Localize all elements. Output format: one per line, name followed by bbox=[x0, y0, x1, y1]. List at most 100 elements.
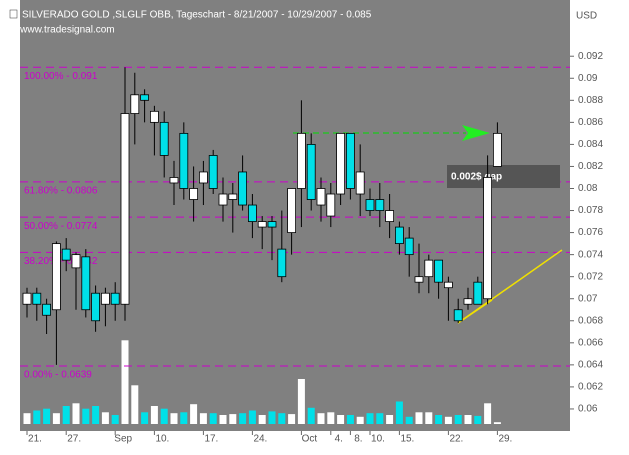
volume-bar bbox=[288, 414, 296, 424]
annotation-box bbox=[447, 165, 560, 188]
y-tick-label: 0.066 bbox=[578, 337, 603, 348]
y-tick-label: 0.074 bbox=[578, 249, 603, 260]
chart-icon bbox=[9, 9, 18, 19]
candle-body bbox=[42, 303, 51, 316]
candle-body bbox=[306, 144, 316, 200]
x-tick-label: 10. bbox=[155, 434, 169, 445]
chart-title: SILVERADO GOLD ,SLGLF OBB, Tageschart - … bbox=[22, 10, 372, 21]
volume-bar bbox=[52, 413, 60, 424]
candle-body bbox=[473, 281, 483, 305]
x-tick-label: Oct bbox=[302, 434, 318, 445]
volume-bar bbox=[190, 404, 198, 424]
y-tick-label: 0.082 bbox=[578, 161, 603, 172]
candle-body bbox=[257, 221, 267, 228]
volume-bar bbox=[268, 411, 276, 424]
volume-bar bbox=[366, 413, 374, 424]
candle-body bbox=[287, 188, 297, 233]
volume-bar bbox=[415, 412, 423, 424]
candle-body bbox=[414, 276, 424, 283]
candle-body bbox=[316, 188, 326, 206]
volume-bar bbox=[327, 412, 335, 424]
trend-line bbox=[457, 299, 493, 324]
volume-bar bbox=[464, 415, 472, 424]
candle-body bbox=[247, 204, 257, 222]
y-tick-label: 0.072 bbox=[578, 271, 603, 282]
volume-bar bbox=[239, 413, 247, 424]
y-tick-label: 0.088 bbox=[578, 95, 603, 106]
y-unit: USD bbox=[576, 11, 597, 22]
volume-bar bbox=[425, 412, 433, 424]
volume-bar bbox=[43, 408, 51, 424]
x-tick-label: 24. bbox=[253, 434, 267, 445]
volume-bar bbox=[160, 408, 168, 424]
y-tick-label: 0.06 bbox=[578, 404, 598, 415]
y-tick-label: 0.086 bbox=[578, 117, 603, 128]
candle-body bbox=[159, 121, 169, 156]
volume-bar bbox=[82, 408, 90, 424]
candle-body bbox=[110, 292, 120, 305]
fib-label: 38.20% - 0.0742 bbox=[24, 256, 98, 267]
volume-bar bbox=[150, 406, 158, 424]
x-tick-label: 15. bbox=[400, 434, 414, 445]
x-tick-label: 29. bbox=[498, 434, 512, 445]
volume-bar bbox=[92, 406, 100, 424]
candle-body bbox=[434, 259, 444, 283]
candle-body bbox=[218, 193, 228, 206]
volume-bar bbox=[101, 412, 109, 424]
candle-body bbox=[345, 132, 355, 189]
x-tick-label: Sep bbox=[114, 434, 132, 445]
candle-body bbox=[267, 221, 277, 228]
volume-bar bbox=[474, 415, 482, 424]
volume-bar bbox=[307, 407, 315, 424]
candle-body bbox=[140, 94, 150, 101]
candle-body bbox=[326, 193, 336, 217]
candle-body bbox=[208, 155, 218, 189]
volume-bar bbox=[278, 413, 286, 424]
chart-subtitle: © www.tradesignal.com bbox=[10, 25, 115, 36]
volume-bar bbox=[376, 413, 384, 424]
volume-bar bbox=[395, 401, 403, 424]
candle-body bbox=[365, 199, 375, 211]
volume-bar bbox=[121, 340, 129, 424]
candle-body bbox=[483, 177, 493, 300]
y-tick-label: 0.092 bbox=[578, 51, 603, 62]
volume-bar bbox=[258, 415, 266, 424]
x-tick-label: 17. bbox=[204, 434, 218, 445]
fib-label: 100.00% - 0.091 bbox=[24, 71, 98, 82]
candle-body bbox=[404, 237, 414, 256]
candle-body bbox=[228, 193, 238, 200]
volume-bar bbox=[33, 410, 41, 424]
y-tick-label: 0.078 bbox=[578, 205, 603, 216]
volume-bar bbox=[346, 415, 354, 424]
volume-bar bbox=[405, 416, 413, 424]
y-tick-label: 0.064 bbox=[578, 360, 603, 371]
candle-body bbox=[189, 188, 199, 200]
candle-body bbox=[81, 256, 91, 311]
volume-bar bbox=[111, 415, 119, 424]
y-tick-label: 0.08 bbox=[578, 183, 598, 194]
candle-body bbox=[120, 113, 130, 305]
candle-body bbox=[394, 226, 404, 245]
candle-body bbox=[375, 199, 385, 211]
candle-body bbox=[277, 248, 287, 278]
candle-body bbox=[169, 177, 179, 184]
candle-body bbox=[492, 132, 502, 167]
candle-body bbox=[91, 292, 100, 322]
candle-body bbox=[22, 292, 32, 305]
candle-body bbox=[424, 259, 434, 278]
candle-body bbox=[71, 254, 81, 269]
volume-bar bbox=[62, 406, 70, 424]
volume-bar bbox=[219, 415, 227, 424]
x-tick-label: 10. bbox=[371, 434, 385, 445]
y-tick-label: 0.084 bbox=[578, 139, 603, 150]
candle-body bbox=[32, 292, 42, 305]
candle-body bbox=[149, 110, 159, 123]
volume-bar bbox=[297, 379, 305, 424]
candle-body bbox=[179, 132, 189, 189]
volume-bar bbox=[317, 413, 325, 424]
volume-bar bbox=[454, 415, 462, 424]
volume-bar bbox=[248, 410, 256, 424]
arrow-head bbox=[462, 125, 490, 141]
volume-bar bbox=[72, 403, 80, 424]
